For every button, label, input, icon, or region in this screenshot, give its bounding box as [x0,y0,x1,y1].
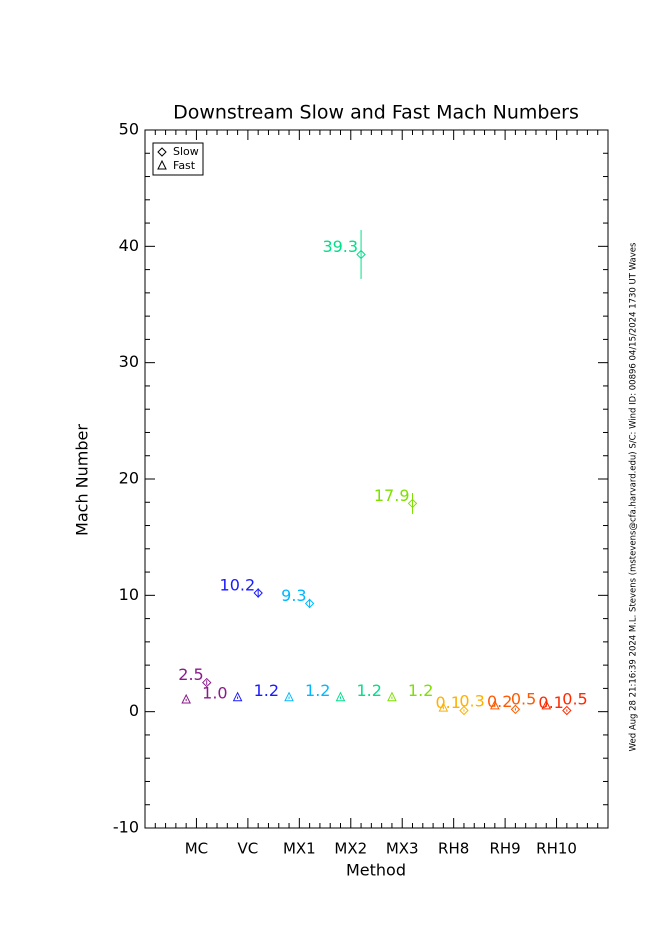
y-tick-label: 50 [119,120,139,139]
diamond-marker [356,249,366,260]
data-label: 0.2 [487,692,512,711]
diamond-marker [459,705,469,716]
triangle-marker [232,691,243,702]
triangle-marker [387,691,397,702]
x-tick-label: VC [238,840,259,858]
data-label: 39.3 [322,237,358,256]
y-tick-label: 20 [119,469,139,488]
x-tick-label: MX3 [386,840,419,858]
data-label: 9.3 [281,586,306,605]
x-tick-label: RH8 [438,840,469,858]
y-axis-label: Mach Number [73,424,92,536]
data-label: 1.2 [305,681,330,700]
data-label: 1.2 [408,681,433,700]
chart-title: Downstream Slow and Fast Mach Numbers [173,102,579,124]
legend-label: Slow [173,145,199,158]
data-label: 0.1 [436,693,461,712]
y-tick-label: 40 [119,236,139,255]
data-label: 1.2 [356,681,381,700]
data-label: 1.2 [254,681,279,700]
y-tick-label: 30 [119,352,139,371]
triangle-marker [438,702,449,712]
diamond-marker [562,705,572,716]
triangle-marker [157,159,167,170]
y-tick-label: -10 [113,818,139,837]
x-tick-label: RH9 [489,840,520,858]
y-tick-label: 0 [129,701,139,720]
diamond-marker [304,598,315,609]
data-label: 0.5 [511,689,536,708]
triangle-marker [284,691,294,702]
triangle-marker [335,691,346,702]
x-axis-label: Method [346,861,406,880]
data-label: 0.1 [538,693,563,712]
legend-box [152,142,204,176]
diamond-marker [202,677,212,688]
diamond-marker [407,498,418,509]
x-tick-label: MX2 [334,840,367,858]
triangle-marker [541,699,552,710]
data-label: 0.3 [459,692,484,711]
triangle-marker [181,693,191,704]
data-label: 0.5 [562,689,587,708]
data-label: 10.2 [220,576,256,595]
data-label: 2.5 [178,665,203,684]
x-tick-label: RH10 [536,840,577,858]
side-note: Wed Aug 28 21:16:39 2024 M.L. Stevens (m… [629,242,639,751]
diamond-marker [510,704,521,715]
legend-label: Fast [173,159,196,172]
triangle-marker [490,699,500,710]
diamond-marker [157,147,167,157]
diamond-marker [253,588,263,598]
x-tick-label: MC [185,840,208,858]
y-tick-label: 10 [119,585,139,604]
x-tick-label: MX1 [283,840,316,858]
data-label: 1.0 [202,684,227,703]
data-label: 17.9 [374,486,410,505]
